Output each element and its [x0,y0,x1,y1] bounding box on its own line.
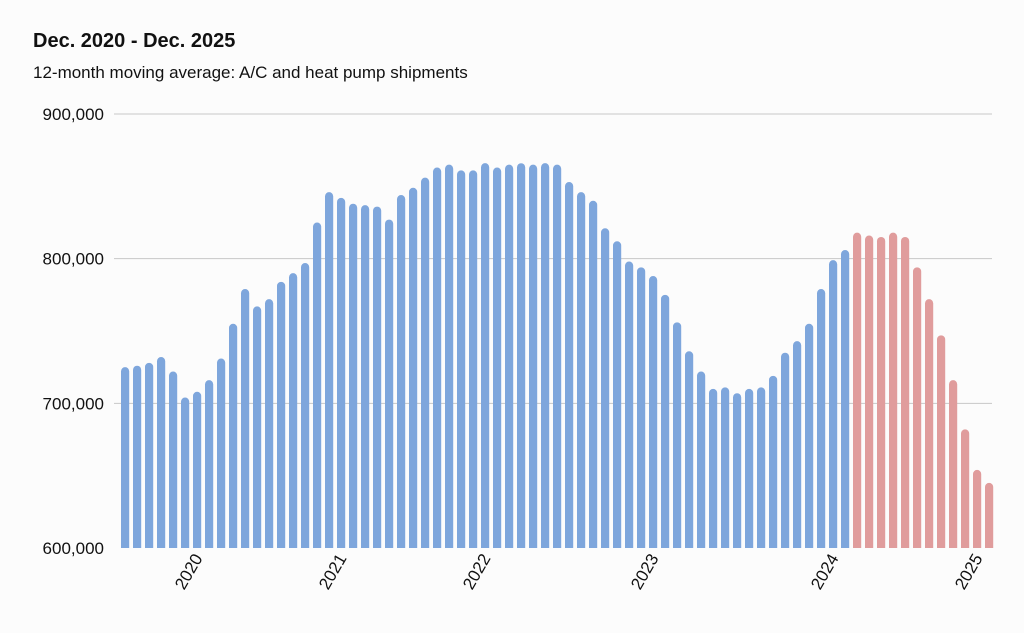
bar-historical [601,228,610,548]
bar-historical [481,163,490,548]
bar-forecast [973,469,982,548]
bar-historical [409,187,418,548]
bar-historical [373,206,382,548]
bars [121,163,994,549]
bar-historical [361,205,370,548]
bar-historical [745,388,754,548]
bar-historical [457,170,466,549]
bar-historical [193,391,202,548]
bar-historical [397,195,406,548]
bar-historical [145,362,154,548]
bar-historical [469,170,478,549]
bar-forecast [937,335,946,548]
y-axis-labels: 600,000 700,000 800,000 900,000 [43,105,104,558]
bar-historical [637,267,646,548]
bar-forecast [889,232,898,549]
x-tick-label: 2023 [627,551,662,593]
x-axis-labels: 2020 2021 2022 2023 2024 2025 [171,551,986,593]
bar-forecast [913,267,922,548]
bar-historical [241,289,250,548]
bar-historical [157,357,166,548]
bar-historical [817,289,826,548]
bar-historical [673,322,682,548]
bar-forecast [961,429,970,548]
bar-historical [781,352,790,548]
bar-historical [505,164,514,548]
bar-historical [709,388,718,548]
chart-title: Dec. 2020 - Dec. 2025 [33,30,236,52]
bar-historical [313,222,322,548]
bar-historical [121,367,130,548]
y-tick-label: 600,000 [43,539,104,558]
x-tick-label: 2020 [171,551,206,593]
bar-historical [181,397,190,548]
bar-historical [793,341,802,548]
bar-historical [589,200,598,548]
x-tick-label: 2022 [459,551,494,593]
bar-historical [661,294,670,548]
bar-historical [325,192,334,548]
bar-historical [613,241,622,549]
bar-historical [829,260,838,548]
bar-historical [169,371,178,548]
bar-historical [289,273,298,548]
chart-subtitle: 12-month moving average: A/C and heat pu… [33,63,468,82]
bar-historical [349,203,358,548]
bar-historical [229,323,238,548]
bar-historical [217,358,226,548]
y-tick-label: 700,000 [43,394,104,413]
x-tick-label: 2021 [315,551,350,593]
bar-historical [265,299,274,548]
bar-historical [529,164,538,548]
bar-historical [553,164,562,548]
bar-historical [301,263,310,548]
bar-historical [721,387,730,548]
y-tick-label: 900,000 [43,105,104,124]
bar-forecast [877,236,886,548]
y-tick-label: 800,000 [43,250,104,269]
bar-historical [577,192,586,548]
bar-historical [337,197,346,548]
bar-historical [841,249,850,548]
bar-forecast [901,236,910,548]
bar-historical [769,375,778,548]
bar-historical [685,351,694,548]
bar-historical [649,276,658,548]
bar-historical [253,306,262,548]
bar-historical [805,323,814,548]
bar-historical [205,380,214,548]
bar-forecast [925,299,934,548]
bar-historical [421,177,430,548]
bar-forecast [865,235,874,548]
bar-historical [493,167,502,548]
x-tick-label: 2025 [951,551,986,593]
bar-historical [385,219,394,548]
x-tick-label: 2024 [807,551,842,593]
bar-historical [517,163,526,548]
bar-historical [625,261,634,548]
bar-forecast [949,380,958,548]
bar-historical [277,281,286,548]
bar-forecast [853,232,862,549]
bar-historical [697,371,706,548]
bar-historical [445,164,454,548]
bar-historical [433,167,442,548]
bar-forecast [985,482,994,548]
bar-historical [565,181,574,548]
bar-historical [757,387,766,548]
bar-historical [733,393,742,548]
bar-historical [133,365,142,548]
bar-historical [541,163,550,548]
